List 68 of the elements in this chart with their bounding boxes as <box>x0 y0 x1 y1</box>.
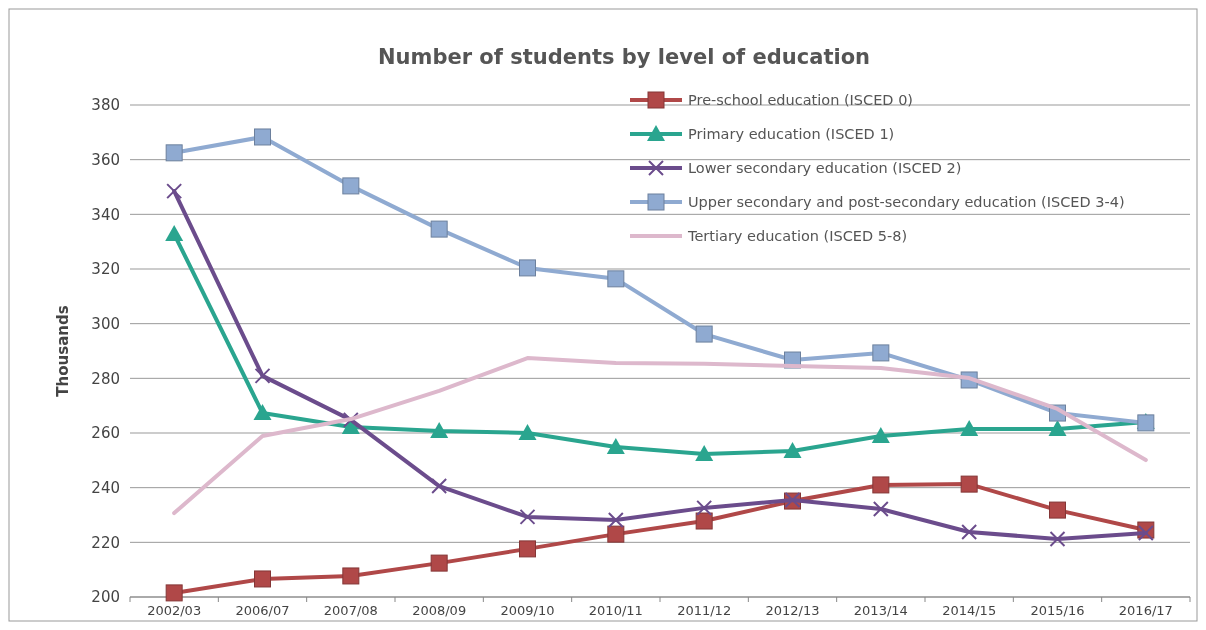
x-tick-label: 2007/08 <box>323 603 378 618</box>
point <box>165 584 183 602</box>
legend-label: Lower secondary education (ISCED 2) <box>688 160 962 177</box>
y-tick-label: 260 <box>91 424 120 443</box>
point <box>430 220 448 238</box>
y-tick-label: 220 <box>91 533 120 552</box>
point <box>1048 419 1067 436</box>
point <box>607 525 625 543</box>
legend-label: Primary education (ISCED 1) <box>688 126 895 143</box>
x-tick-label: 2014/15 <box>942 603 997 618</box>
x-tick-label: 2011/12 <box>677 603 732 618</box>
chart-title: Number of students by level of education <box>377 45 871 69</box>
x-tick-label: 2010/11 <box>588 603 643 618</box>
point <box>253 404 272 421</box>
y-tick-label: 300 <box>91 314 120 333</box>
point <box>695 445 714 462</box>
point <box>783 442 802 459</box>
x-tick-label: 2013/14 <box>853 603 908 618</box>
point <box>519 259 536 277</box>
point <box>607 511 624 528</box>
point <box>430 554 448 572</box>
point <box>872 344 890 362</box>
point <box>606 437 625 454</box>
point <box>519 540 536 558</box>
point <box>431 478 448 495</box>
point <box>1049 531 1066 548</box>
y-tick-label: 280 <box>91 369 120 388</box>
y-tick-label: 320 <box>91 260 120 279</box>
point <box>1049 501 1066 519</box>
point <box>342 177 360 195</box>
point <box>254 367 271 384</box>
point <box>695 512 713 530</box>
point <box>960 475 978 493</box>
point <box>961 523 978 540</box>
y-tick-label: 240 <box>91 478 120 497</box>
point <box>872 500 889 517</box>
legend-label: Upper secondary and post-secondary education (ISCED 3-4) <box>688 194 1125 211</box>
x-tick-label: 2002/03 <box>147 603 202 618</box>
x-tick-label: 2016/17 <box>1118 603 1173 618</box>
y-tick-label: 360 <box>91 150 120 169</box>
point <box>1137 525 1154 542</box>
point <box>254 570 271 588</box>
point <box>607 270 625 288</box>
legend-label: Pre-school education (ISCED 0) <box>688 92 914 109</box>
point <box>519 508 536 525</box>
y-axis-title: Thousands <box>54 305 72 397</box>
point <box>696 499 713 516</box>
legend-label: Tertiary education (ISCED 5-8) <box>687 228 908 245</box>
point <box>342 411 359 428</box>
x-tick-label: 2006/07 <box>235 603 290 618</box>
point <box>342 567 360 585</box>
point <box>871 427 890 444</box>
x-tick-label: 2015/16 <box>1030 603 1085 618</box>
x-tick-label: 2009/10 <box>500 603 555 618</box>
point <box>165 144 183 162</box>
y-tick-label: 340 <box>91 205 120 224</box>
point <box>254 128 271 146</box>
point <box>165 225 184 242</box>
y-tick-label: 200 <box>91 588 120 607</box>
x-tick-label: 2008/09 <box>412 603 467 618</box>
point <box>518 424 537 440</box>
point <box>695 325 713 343</box>
point <box>430 422 449 439</box>
point <box>166 183 183 200</box>
x-tick-label: 2012/13 <box>765 603 820 618</box>
point <box>872 476 890 494</box>
y-tick-label: 380 <box>91 96 120 115</box>
point <box>960 419 979 436</box>
